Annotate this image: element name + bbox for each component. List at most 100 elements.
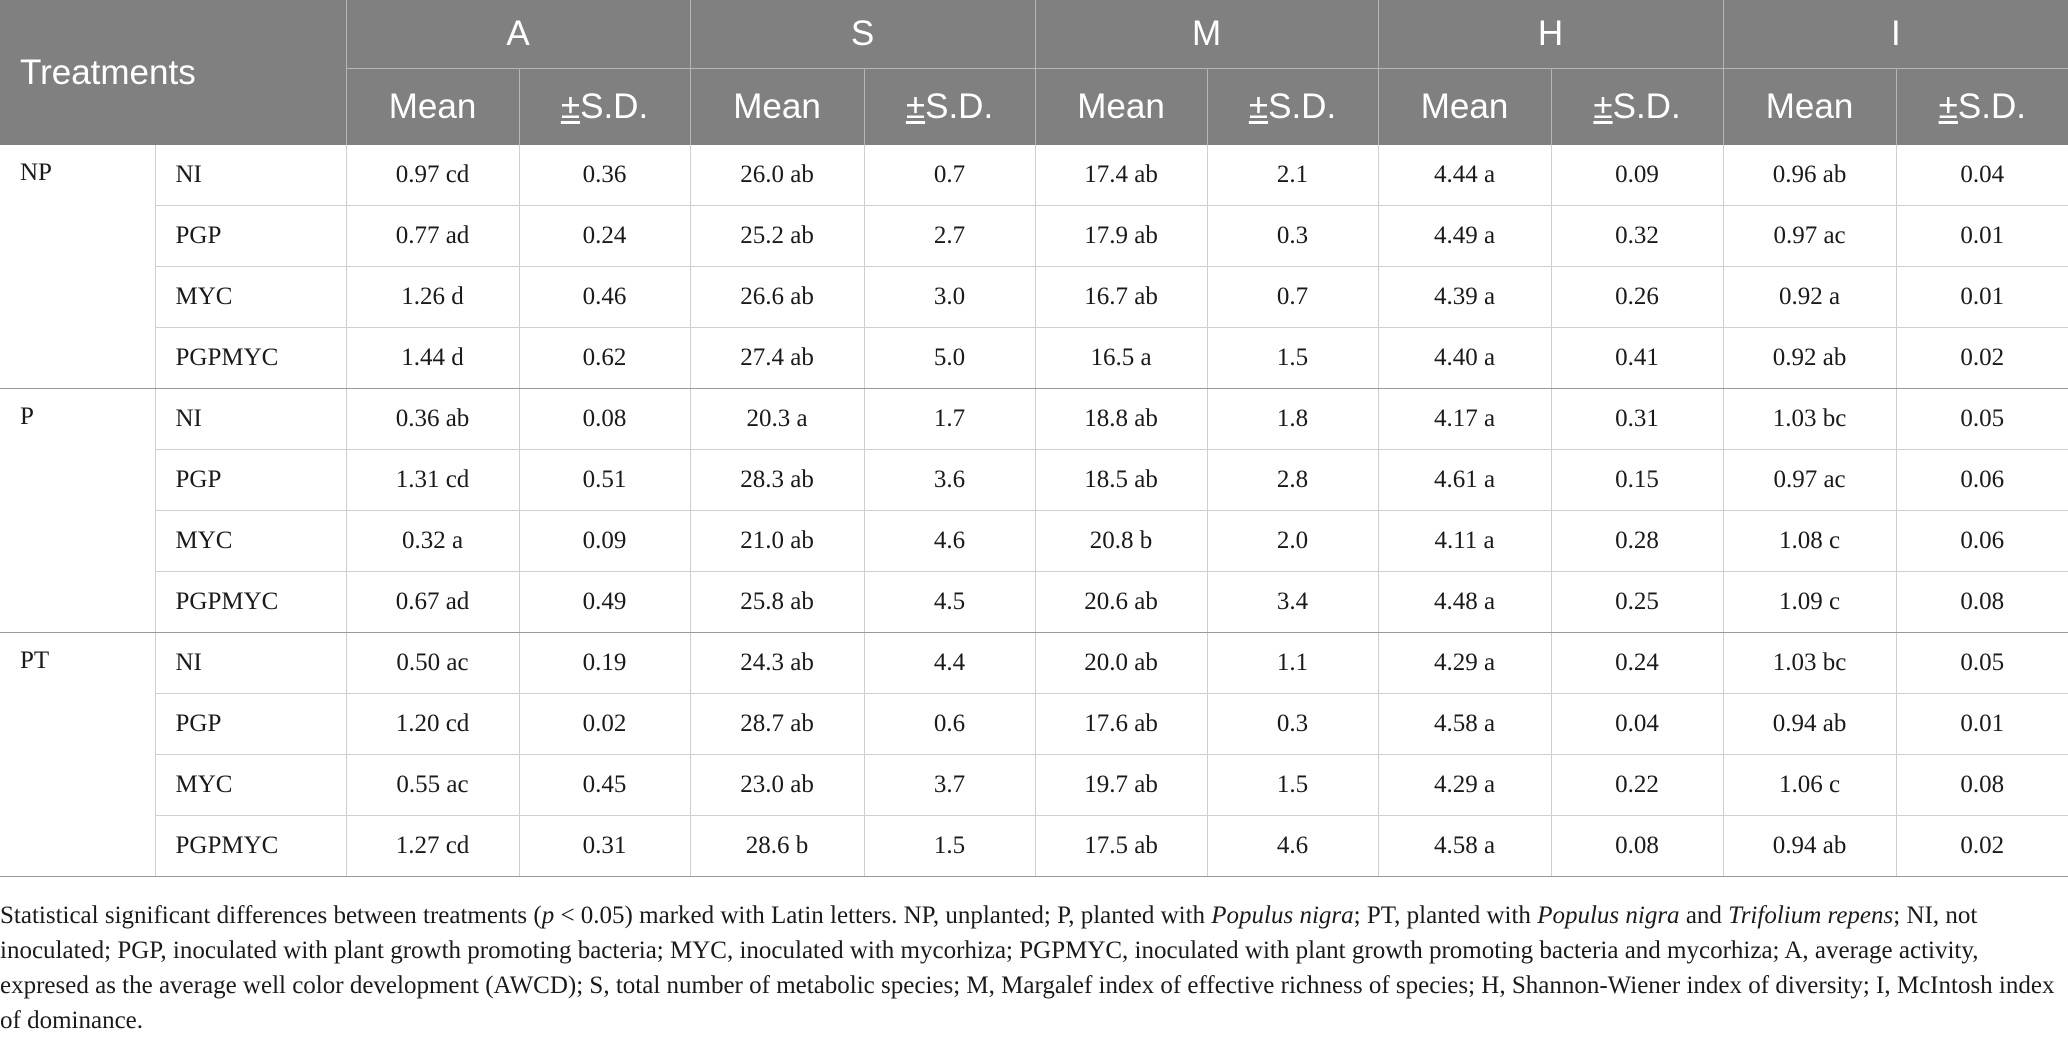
plus-minus-sign: ± <box>560 87 581 126</box>
index-header-i: I <box>1722 0 2068 69</box>
sd-cell: 1.8 <box>1206 388 1379 450</box>
sd-cell: 3.4 <box>1206 571 1379 633</box>
index-header-m: M <box>1034 0 1379 69</box>
mean-cell: 0.94 ab <box>1722 693 1897 755</box>
mean-cell: 21.0 ab <box>689 510 865 572</box>
table-row: MYC 0.32 a 0.09 21.0 ab 4.6 20.8 b 2.0 4.11 a 0.… <box>0 510 2068 572</box>
mean-cell: 18.5 ab <box>1034 449 1208 511</box>
footnote-text: ; PT, planted with <box>1353 902 1538 929</box>
sd-cell: 4.6 <box>863 510 1036 572</box>
treatment-label: NI <box>154 632 347 694</box>
sd-cell: 0.09 <box>1550 145 1724 206</box>
mean-cell: 0.67 ad <box>345 571 520 633</box>
table-row: PGPMYC 1.27 cd 0.31 28.6 b 1.5 17.5 ab 4.6 4.58… <box>0 815 2068 877</box>
index-header-a: A <box>345 0 691 69</box>
sd-cell: 0.62 <box>518 327 691 389</box>
mean-cell: 1.20 cd <box>345 693 520 755</box>
sd-header: ±S.D. <box>1206 68 1379 145</box>
mean-cell: 0.50 ac <box>345 632 520 694</box>
treatment-label: NI <box>154 388 347 450</box>
table-header: Treatments A S M H I Mean ±S.D. Mean ±S.D. M… <box>0 0 2068 145</box>
mean-cell: 17.5 ab <box>1034 815 1208 877</box>
mean-cell: 28.6 b <box>689 815 865 877</box>
footnote-p-symbol: p <box>541 902 555 929</box>
sd-cell: 1.5 <box>1206 327 1379 389</box>
sd-cell: 0.7 <box>1206 266 1379 328</box>
mean-cell: 16.5 a <box>1034 327 1208 389</box>
mean-cell: 1.06 c <box>1722 754 1897 816</box>
mean-cell: 0.97 ac <box>1722 449 1897 511</box>
treatment-label: NI <box>154 145 347 206</box>
sd-cell: 0.06 <box>1895 510 2068 572</box>
mean-cell: 1.31 cd <box>345 449 520 511</box>
index-header-s: S <box>689 0 1036 69</box>
sd-cell: 0.08 <box>518 388 691 450</box>
mean-cell: 1.26 d <box>345 266 520 328</box>
sd-cell: 0.31 <box>518 815 691 877</box>
plus-minus-sign: ± <box>905 87 926 126</box>
results-table: Treatments A S M H I Mean ±S.D. Mean ±S.D. M… <box>0 0 2068 877</box>
sd-cell: 2.0 <box>1206 510 1379 572</box>
mean-cell: 0.32 a <box>345 510 520 572</box>
mean-cell: 20.0 ab <box>1034 632 1208 694</box>
sd-cell: 0.02 <box>518 693 691 755</box>
sd-cell: 0.01 <box>1895 205 2068 267</box>
sd-cell: 3.0 <box>863 266 1036 328</box>
mean-cell: 28.3 ab <box>689 449 865 511</box>
sd-label: S.D. <box>1957 87 2026 126</box>
mean-cell: 20.6 ab <box>1034 571 1208 633</box>
mean-cell: 0.96 ab <box>1722 145 1897 206</box>
sd-header: ±S.D. <box>518 68 691 145</box>
table-footnote: Statistical significant differences betw… <box>0 898 2060 1038</box>
mean-cell: 1.27 cd <box>345 815 520 877</box>
table-row: PGPMYC 0.67 ad 0.49 25.8 ab 4.5 20.6 ab 3.4 4.4… <box>0 571 2068 633</box>
mean-cell: 4.61 a <box>1377 449 1552 511</box>
sd-cell: 2.7 <box>863 205 1036 267</box>
table-row: PGP 0.77 ad 0.24 25.2 ab 2.7 17.9 ab 0.3 4.49 a… <box>0 205 2068 267</box>
sd-cell: 3.6 <box>863 449 1036 511</box>
sd-cell: 0.05 <box>1895 632 2068 694</box>
sd-cell: 0.15 <box>1550 449 1724 511</box>
table-row: PGPMYC 1.44 d 0.62 27.4 ab 5.0 16.5 a 1.5 4.40 … <box>0 327 2068 389</box>
sd-cell: 0.24 <box>518 205 691 267</box>
sd-cell: 0.24 <box>1550 632 1724 694</box>
sd-cell: 0.22 <box>1550 754 1724 816</box>
mean-cell: 4.39 a <box>1377 266 1552 328</box>
plus-minus-sign: ± <box>1938 87 1958 126</box>
treatment-label: PGPMYC <box>154 571 347 633</box>
mean-cell: 1.08 c <box>1722 510 1897 572</box>
sd-cell: 0.08 <box>1550 815 1724 877</box>
mean-header: Mean <box>689 68 865 145</box>
index-header-h: H <box>1377 0 1724 69</box>
sd-cell: 0.04 <box>1895 145 2068 206</box>
treatment-label: PGP <box>154 449 347 511</box>
mean-cell: 4.29 a <box>1377 754 1552 816</box>
mean-cell: 25.8 ab <box>689 571 865 633</box>
sd-cell: 0.26 <box>1550 266 1724 328</box>
mean-cell: 26.0 ab <box>689 145 865 206</box>
treatments-header: Treatments <box>0 0 347 145</box>
mean-cell: 1.09 c <box>1722 571 1897 633</box>
plus-minus-sign: ± <box>1593 87 1613 126</box>
sd-cell: 1.5 <box>863 815 1036 877</box>
sd-cell: 0.25 <box>1550 571 1724 633</box>
mean-cell: 24.3 ab <box>689 632 865 694</box>
sd-cell: 0.51 <box>518 449 691 511</box>
sd-cell: 0.02 <box>1895 815 2068 877</box>
sd-cell: 0.7 <box>863 145 1036 206</box>
plus-minus-sign: ± <box>1248 87 1269 126</box>
sd-cell: 1.5 <box>1206 754 1379 816</box>
mean-cell: 17.9 ab <box>1034 205 1208 267</box>
mean-cell: 17.4 ab <box>1034 145 1208 206</box>
mean-cell: 1.03 bc <box>1722 632 1897 694</box>
sd-header: ±S.D. <box>863 68 1036 145</box>
mean-cell: 4.17 a <box>1377 388 1552 450</box>
sd-cell: 0.32 <box>1550 205 1724 267</box>
mean-cell: 4.49 a <box>1377 205 1552 267</box>
table-row: MYC 0.55 ac 0.45 23.0 ab 3.7 19.7 ab 1.5 4.29 a… <box>0 754 2068 816</box>
mean-cell: 0.97 ac <box>1722 205 1897 267</box>
sd-cell: 0.01 <box>1895 693 2068 755</box>
mean-cell: 4.44 a <box>1377 145 1552 206</box>
sd-cell: 0.41 <box>1550 327 1724 389</box>
